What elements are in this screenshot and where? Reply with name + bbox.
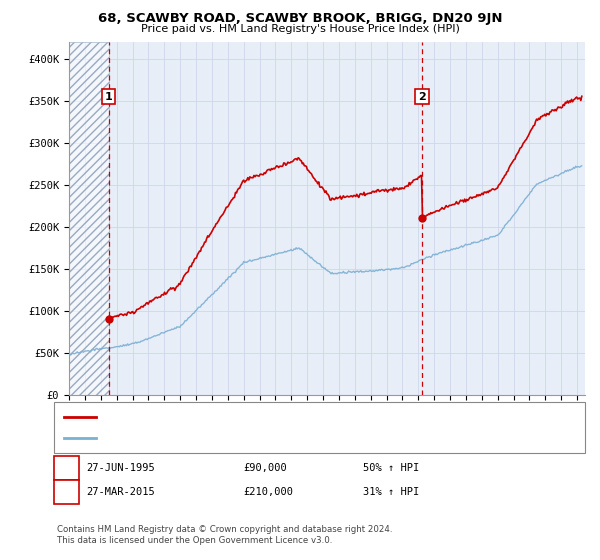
Text: 68, SCAWBY ROAD, SCAWBY BROOK, BRIGG, DN20 9JN (detached house): 68, SCAWBY ROAD, SCAWBY BROOK, BRIGG, DN… [99,412,462,422]
Text: 27-JUN-1995: 27-JUN-1995 [86,463,155,473]
Text: £90,000: £90,000 [243,463,287,473]
Text: 1: 1 [62,461,71,475]
Text: £210,000: £210,000 [243,487,293,497]
Text: Contains HM Land Registry data © Crown copyright and database right 2024.
This d: Contains HM Land Registry data © Crown c… [57,525,392,545]
Text: 1: 1 [104,92,112,101]
Text: 27-MAR-2015: 27-MAR-2015 [86,487,155,497]
Text: HPI: Average price, detached house, North Lincolnshire: HPI: Average price, detached house, Nort… [99,433,374,443]
Text: 68, SCAWBY ROAD, SCAWBY BROOK, BRIGG, DN20 9JN: 68, SCAWBY ROAD, SCAWBY BROOK, BRIGG, DN… [98,12,502,25]
Text: Price paid vs. HM Land Registry's House Price Index (HPI): Price paid vs. HM Land Registry's House … [140,24,460,34]
Text: 2: 2 [62,486,71,499]
Text: 31% ↑ HPI: 31% ↑ HPI [363,487,419,497]
Text: 50% ↑ HPI: 50% ↑ HPI [363,463,419,473]
Text: 2: 2 [418,92,426,101]
